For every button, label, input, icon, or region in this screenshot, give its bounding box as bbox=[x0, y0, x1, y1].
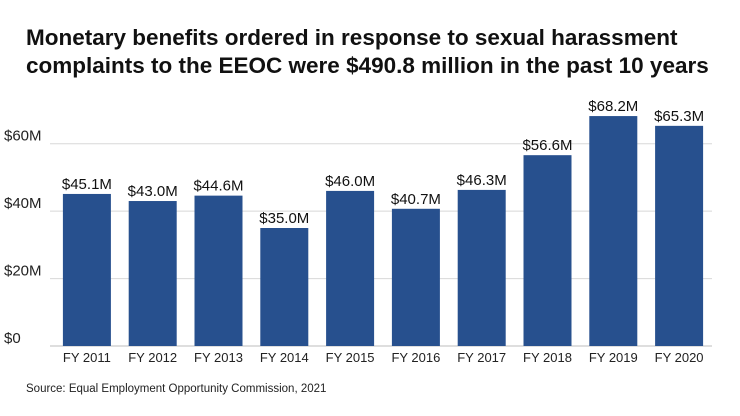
bar bbox=[655, 125, 704, 347]
bar bbox=[589, 116, 638, 346]
y-tick-label: $60M bbox=[4, 128, 42, 145]
data-label: $56.6M bbox=[522, 137, 572, 154]
data-label: $46.0M bbox=[325, 173, 375, 190]
bar bbox=[326, 190, 375, 346]
data-label: $40.7M bbox=[391, 191, 441, 208]
data-label: $44.6M bbox=[193, 178, 243, 195]
x-tick-label: FY 2020 bbox=[655, 350, 704, 365]
y-tick-label: $40M bbox=[4, 195, 42, 212]
y-tick-label: $0 bbox=[4, 330, 21, 347]
data-label: $35.0M bbox=[259, 210, 309, 227]
data-label: $65.3M bbox=[654, 108, 704, 125]
bar bbox=[523, 155, 572, 346]
x-tick-label: FY 2014 bbox=[260, 350, 309, 365]
x-tick-label: FY 2019 bbox=[589, 350, 638, 365]
x-tick-label: FY 2013 bbox=[194, 350, 243, 365]
x-tick-label: FY 2011 bbox=[63, 350, 111, 365]
data-label: $45.1M bbox=[62, 176, 112, 193]
x-tick-label: FY 2017 bbox=[457, 350, 506, 365]
data-label: $68.2M bbox=[588, 98, 638, 115]
x-tick-label: FY 2012 bbox=[128, 350, 177, 365]
bar bbox=[457, 189, 506, 346]
bar bbox=[391, 208, 440, 346]
x-tick-label: FY 2015 bbox=[326, 350, 375, 365]
chart-title-line-2: complaints to the EEOC were $490.8 milli… bbox=[26, 53, 709, 78]
chart-title: Monetary benefits ordered in response to… bbox=[26, 24, 726, 80]
data-label: $46.3M bbox=[457, 172, 507, 189]
source-note: Source: Equal Employment Opportunity Com… bbox=[26, 383, 327, 395]
x-tick-label: FY 2018 bbox=[523, 350, 572, 365]
bar bbox=[128, 201, 177, 346]
bar bbox=[194, 195, 243, 346]
y-tick-label: $20M bbox=[4, 263, 42, 280]
bar bbox=[62, 193, 111, 346]
bar bbox=[260, 228, 309, 346]
data-label: $43.0M bbox=[128, 183, 178, 200]
x-tick-label: FY 2016 bbox=[391, 350, 440, 365]
chart-title-line-1: Monetary benefits ordered in response to… bbox=[26, 25, 678, 50]
